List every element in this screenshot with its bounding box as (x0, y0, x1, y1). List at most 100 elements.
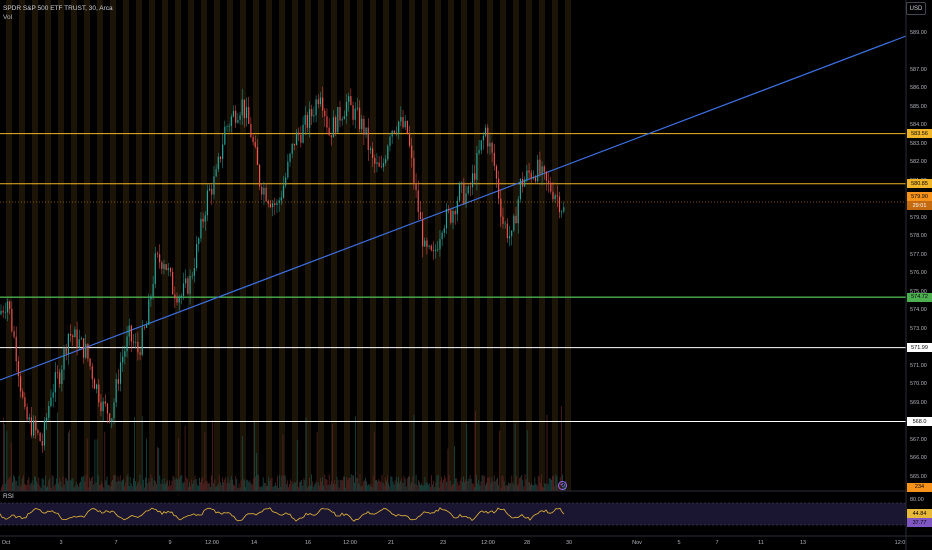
volume-bar (358, 483, 360, 491)
candle-body (302, 124, 304, 143)
volume-bar (207, 483, 209, 491)
candle-body (526, 170, 528, 180)
session-band (175, 0, 181, 491)
volume-bar (420, 485, 421, 491)
volume-bar (57, 412, 58, 491)
volume-bar (129, 477, 131, 491)
volume-bar (433, 481, 435, 491)
time-tick: 12:0 (894, 540, 906, 546)
volume-legend[interactable]: Vol (3, 14, 13, 21)
volume-bar (37, 483, 39, 491)
time-tick: 12:00 (343, 540, 357, 546)
volume-bar (47, 486, 48, 491)
candle-body (406, 121, 408, 134)
candle-body (558, 196, 561, 213)
price-tick: 566.00 (910, 455, 927, 461)
volume-bar (398, 477, 399, 491)
symbol-title[interactable]: SPDR S&P 500 ETF TRUST, 30, Arca (3, 5, 113, 12)
volume-bar (490, 483, 492, 491)
volume-bar (268, 476, 270, 491)
events-icon[interactable]: ⟲ (558, 481, 567, 490)
volume-bar (355, 415, 356, 491)
candle-body (215, 169, 217, 177)
volume-bar (67, 480, 68, 491)
trendline (0, 35, 907, 381)
volume-bar (311, 474, 312, 491)
volume-bar (300, 481, 301, 491)
volume-bar (292, 484, 294, 491)
volume-bar (543, 487, 545, 491)
rsi-legend[interactable]: RSI (3, 493, 14, 500)
volume-bar (389, 486, 391, 491)
candle-body (2, 310, 4, 313)
volume-bar (382, 482, 384, 491)
time-tick: 23 (439, 540, 447, 546)
volume-bar (222, 477, 223, 491)
session-band (110, 0, 116, 491)
candle-body (519, 179, 521, 200)
volume-bar (236, 478, 238, 491)
currency-button[interactable]: USD (906, 2, 926, 15)
volume-bar (49, 478, 51, 491)
candle-body (289, 153, 291, 162)
volume-bar (478, 479, 480, 491)
candle-body (293, 143, 295, 146)
price-label: 579.90 (907, 192, 932, 202)
volume-bar (438, 487, 440, 491)
volume-bar (551, 479, 552, 491)
volume-bar (189, 482, 190, 491)
volume-bar (225, 476, 227, 491)
candle-body (311, 109, 313, 117)
volume-bar (127, 474, 129, 491)
candle-body (465, 193, 467, 204)
candle-body (528, 170, 530, 173)
volume-bar (45, 475, 46, 491)
candle-body (189, 275, 191, 294)
volume-bar (362, 481, 364, 491)
volume-bar (412, 476, 414, 491)
time-tick: 5 (677, 540, 681, 546)
candle-body (182, 283, 185, 296)
volume-bar (449, 480, 451, 491)
candle-body (126, 336, 128, 352)
candle-body (258, 164, 261, 187)
candle-body (339, 107, 341, 121)
volume-bar (493, 475, 495, 491)
volume-bar (450, 485, 452, 491)
volume-bar (535, 484, 537, 491)
candle-body (545, 171, 548, 181)
volume-bar (160, 483, 162, 491)
candle-body (239, 115, 241, 120)
volume-bar (155, 481, 156, 491)
session-band (71, 0, 77, 491)
volume-bar (20, 484, 22, 491)
candle-body (222, 144, 224, 159)
volume-bar (106, 476, 108, 491)
price-label: 568.0 (907, 417, 932, 426)
candle-body (278, 200, 280, 204)
candle-body (98, 384, 100, 403)
volume-bar (366, 481, 367, 491)
volume-bar (463, 476, 464, 491)
candle-body (317, 99, 319, 105)
time-tick: 7 (114, 540, 118, 546)
candle-body (552, 191, 554, 200)
volume-bar (465, 479, 466, 491)
candle-body (324, 110, 326, 117)
volume-bars (1, 405, 567, 491)
candle-body (511, 230, 513, 237)
candle-body (556, 195, 558, 197)
volume-bar (6, 430, 8, 491)
volume-bar (444, 475, 446, 491)
volume-bar (234, 485, 235, 491)
volume-bar (522, 480, 524, 491)
candle-body (113, 402, 115, 419)
candle-body (61, 369, 63, 384)
volume-bar (104, 431, 106, 491)
volume-bar (230, 476, 232, 491)
volume-bar (35, 477, 36, 491)
candle-body (435, 250, 437, 252)
price-tick: 575.00 (910, 288, 927, 295)
candle-body (469, 186, 471, 188)
